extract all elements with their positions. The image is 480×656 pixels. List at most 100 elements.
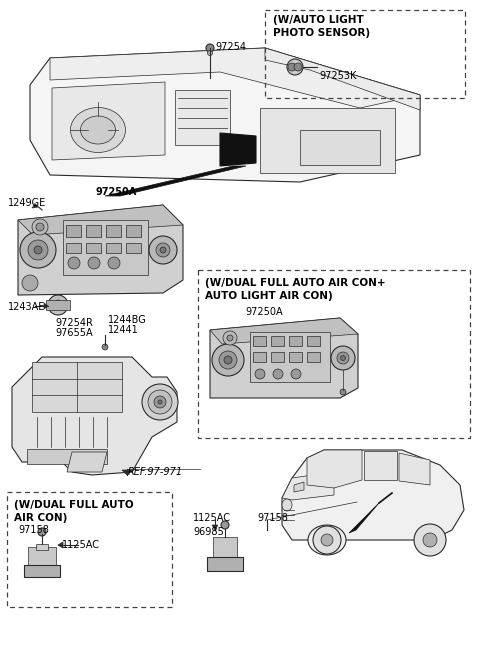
Circle shape (224, 356, 232, 364)
Circle shape (36, 223, 44, 231)
Bar (106, 225, 121, 237)
Circle shape (154, 396, 166, 408)
Bar (24, 565, 60, 577)
Circle shape (255, 369, 265, 379)
Text: 1125AC: 1125AC (62, 540, 100, 550)
Polygon shape (32, 204, 38, 208)
Text: 96985: 96985 (193, 527, 224, 537)
Bar (250, 332, 330, 382)
Bar (86, 225, 101, 237)
Circle shape (102, 344, 108, 350)
Text: 97158: 97158 (18, 525, 49, 535)
Bar (253, 352, 266, 362)
Bar (46, 300, 70, 310)
Text: (W/DUAL FULL AUTO: (W/DUAL FULL AUTO (14, 500, 133, 510)
Text: PHOTO SENSOR): PHOTO SENSOR) (273, 28, 370, 38)
Circle shape (108, 257, 120, 269)
Polygon shape (265, 48, 420, 110)
Polygon shape (50, 48, 420, 108)
Circle shape (227, 335, 233, 341)
Ellipse shape (308, 525, 346, 555)
Polygon shape (18, 205, 183, 235)
Polygon shape (67, 452, 107, 472)
Circle shape (206, 44, 214, 52)
Circle shape (340, 389, 346, 395)
Bar (66, 225, 81, 237)
Bar (207, 557, 243, 571)
Polygon shape (349, 503, 379, 533)
Polygon shape (294, 482, 304, 492)
Bar (300, 130, 380, 165)
Polygon shape (44, 303, 48, 309)
Circle shape (321, 534, 333, 546)
Bar (307, 336, 320, 346)
Polygon shape (307, 450, 362, 488)
Text: 12441: 12441 (108, 325, 139, 335)
Polygon shape (12, 357, 177, 475)
Text: 97250A: 97250A (95, 187, 136, 197)
Bar (126, 243, 141, 253)
Bar (28, 547, 56, 565)
Polygon shape (210, 318, 358, 344)
Circle shape (288, 63, 296, 71)
Bar (106, 243, 121, 253)
Bar (253, 336, 266, 346)
Circle shape (142, 384, 178, 420)
Bar (86, 243, 101, 253)
Polygon shape (30, 48, 420, 182)
Text: 1249GE: 1249GE (8, 198, 46, 208)
Text: 97158: 97158 (257, 513, 288, 523)
Circle shape (158, 400, 162, 404)
Bar (7, 492, 172, 607)
Circle shape (294, 63, 302, 71)
Bar (265, 10, 465, 98)
Circle shape (331, 346, 355, 370)
Circle shape (88, 257, 100, 269)
Bar (27, 449, 107, 464)
Bar (32, 362, 122, 412)
Circle shape (149, 236, 177, 264)
Circle shape (273, 369, 283, 379)
Circle shape (38, 528, 46, 536)
Text: 97253K: 97253K (319, 71, 356, 81)
Polygon shape (210, 318, 358, 398)
Bar (175, 90, 230, 145)
Circle shape (22, 275, 38, 291)
Bar (198, 270, 470, 438)
Circle shape (223, 331, 237, 345)
Ellipse shape (81, 116, 116, 144)
Polygon shape (212, 525, 218, 530)
Polygon shape (282, 472, 334, 500)
Text: 97254R: 97254R (55, 318, 93, 328)
Polygon shape (52, 82, 165, 160)
Circle shape (313, 526, 341, 554)
Polygon shape (105, 166, 246, 196)
Circle shape (219, 351, 237, 369)
Circle shape (28, 240, 48, 260)
Bar (36, 544, 48, 550)
Bar (271, 336, 284, 346)
Bar (63, 220, 148, 275)
Polygon shape (58, 542, 63, 548)
Circle shape (156, 243, 170, 257)
Circle shape (337, 352, 349, 364)
Circle shape (414, 524, 446, 556)
Circle shape (212, 344, 244, 376)
Circle shape (68, 257, 80, 269)
Circle shape (291, 369, 301, 379)
Polygon shape (282, 450, 464, 540)
Bar (289, 352, 302, 362)
Text: 97655A: 97655A (55, 328, 93, 338)
Text: AUTO LIGHT AIR CON): AUTO LIGHT AIR CON) (205, 291, 333, 301)
Circle shape (221, 521, 229, 529)
Text: (W/AUTO LIGHT: (W/AUTO LIGHT (273, 15, 364, 25)
Text: AIR CON): AIR CON) (14, 513, 67, 523)
Bar (66, 243, 81, 253)
Circle shape (160, 247, 166, 253)
Text: REF.97-971: REF.97-971 (128, 467, 183, 477)
Bar (260, 108, 395, 173)
Bar (126, 225, 141, 237)
Polygon shape (364, 451, 397, 480)
Circle shape (53, 300, 63, 310)
Polygon shape (399, 453, 430, 485)
